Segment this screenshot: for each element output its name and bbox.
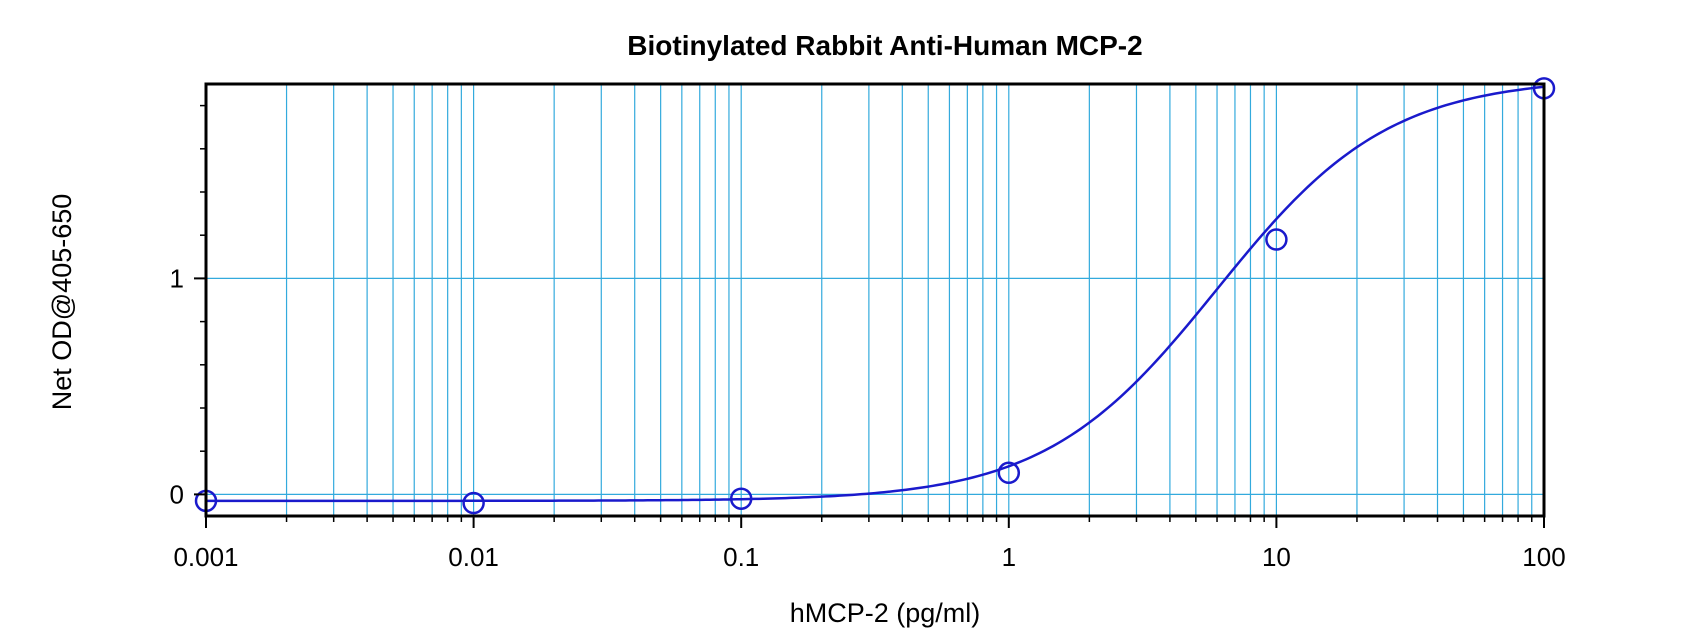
x-tick-label: 10	[1262, 542, 1291, 572]
data-point	[997, 461, 1021, 485]
y-tick-label: 1	[170, 263, 184, 293]
fit-curve-layer	[206, 85, 1545, 503]
x-tick-label: 0.01	[448, 542, 499, 572]
data-points	[194, 77, 1556, 515]
data-point	[729, 487, 753, 510]
x-tick-label: 0.001	[173, 542, 238, 572]
x-axis-label: hMCP-2 (pg/ml)	[790, 598, 981, 628]
y-axis-ticks: 01	[170, 104, 206, 509]
x-tick-label: 0.1	[723, 542, 759, 572]
y-tick-label: 0	[170, 479, 184, 509]
grid	[206, 84, 1544, 516]
x-tick-label: 100	[1522, 542, 1565, 572]
data-point	[1265, 228, 1288, 251]
y-axis-label: Net OD@405-650	[47, 194, 77, 411]
x-axis-ticks: 0.001 0.01 0.1 1 10 100	[173, 516, 1566, 572]
x-tick-label: 1	[1002, 542, 1016, 572]
data-point	[462, 491, 485, 515]
fit-curve	[206, 85, 1545, 503]
chart-title: Biotinylated Rabbit Anti-Human MCP-2	[627, 30, 1142, 61]
plot-frame	[204, 82, 1546, 518]
